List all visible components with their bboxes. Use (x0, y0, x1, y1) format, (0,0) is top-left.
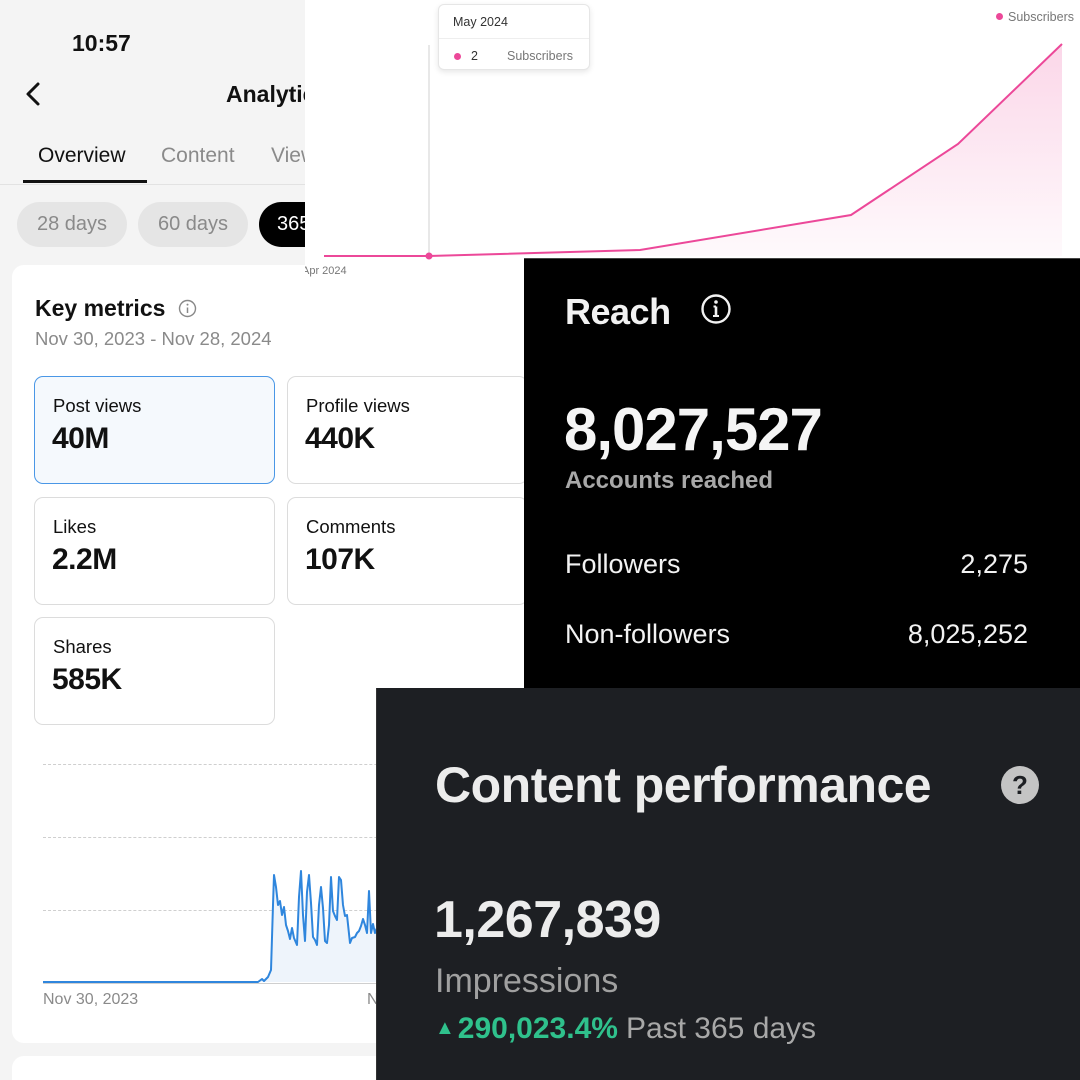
change-period: Past 365 days (625, 1012, 817, 1045)
tab-overview[interactable]: Overview (38, 144, 126, 167)
impressions-label: Impressions (435, 962, 619, 1000)
subscribers-chart-panel: Apr 2024 Subscribers May 2024 2 Subscrib… (305, 0, 1080, 280)
trend-up-icon: ▲ (435, 1017, 455, 1039)
metric-likes[interactable]: Likes 2.2M (34, 497, 275, 605)
info-icon[interactable] (700, 293, 732, 325)
metric-label: Shares (53, 636, 112, 657)
metric-post-views[interactable]: Post views 40M (34, 376, 275, 484)
metric-profile-views[interactable]: Profile views 440K (287, 376, 528, 484)
content-performance-panel: Content performance ? 1,267,839 Impressi… (376, 688, 1080, 1080)
chevron-left-icon (26, 82, 40, 106)
subscribers-area-chart[interactable] (305, 0, 1080, 280)
legend-label: Subscribers (1008, 10, 1074, 24)
range-28-days[interactable]: 28 days (17, 202, 127, 247)
post-views-line-chart (43, 870, 381, 983)
series-dot-icon (454, 53, 461, 60)
reach-title: Reach (565, 291, 671, 332)
range-60-days[interactable]: 60 days (138, 202, 248, 247)
metric-value: 2.2M (52, 543, 117, 576)
legend-dot-icon (996, 13, 1003, 20)
metric-comments[interactable]: Comments 107K (287, 497, 528, 605)
tooltip-divider (439, 38, 589, 39)
reach-panel: Reach 8,027,527 Accounts reached Followe… (524, 258, 1080, 690)
chart-baseline (43, 983, 543, 984)
impressions-value: 1,267,839 (434, 891, 661, 949)
accounts-reached-label: Accounts reached (565, 467, 774, 494)
chart-gridline (43, 837, 543, 838)
tab-content[interactable]: Content (161, 144, 235, 167)
metric-value: 440K (305, 422, 375, 455)
metric-value: 107K (305, 543, 375, 576)
x-axis-mid-label: N (367, 991, 379, 1008)
hover-point (425, 252, 433, 260)
status-bar-time: 10:57 (72, 30, 131, 56)
active-tab-indicator (23, 180, 147, 183)
chart-legend[interactable]: Subscribers (996, 10, 1074, 24)
tooltip-series: Subscribers (507, 49, 573, 63)
metric-label: Profile views (306, 395, 410, 416)
row-value: 2,275 (960, 549, 1028, 579)
metric-label: Post views (53, 395, 142, 416)
content-performance-title: Content performance (435, 757, 932, 813)
chart-tooltip: May 2024 2 Subscribers (438, 4, 590, 70)
change-percent: 290,023.4% (457, 1012, 618, 1045)
chart-gridline (43, 910, 543, 911)
row-label: Non-followers (565, 619, 731, 649)
x-axis-start-label: Nov 30, 2023 (43, 991, 139, 1008)
metric-label: Likes (53, 516, 97, 537)
row-label: Followers (565, 549, 681, 579)
date-range: Nov 30, 2023 - Nov 28, 2024 (35, 328, 272, 349)
impressions-change: ▲ 290,023.4% Past 365 days (435, 1012, 816, 1046)
accounts-reached-value: 8,027,527 (564, 396, 823, 463)
tooltip-value: 2 (471, 49, 478, 63)
chart-gridline (43, 764, 543, 765)
metric-value: 585K (52, 663, 122, 696)
key-metrics-title: Key metrics (35, 295, 166, 321)
help-icon[interactable]: ? (1001, 766, 1039, 804)
row-value: 8,025,252 (907, 619, 1028, 649)
metric-label: Comments (306, 516, 396, 537)
back-button[interactable] (20, 78, 50, 110)
tooltip-title: May 2024 (453, 15, 508, 29)
metric-shares[interactable]: Shares 585K (34, 617, 275, 725)
metric-value: 40M (52, 422, 109, 455)
x-axis-label: Apr 2024 (305, 265, 347, 277)
info-icon[interactable] (178, 299, 197, 318)
